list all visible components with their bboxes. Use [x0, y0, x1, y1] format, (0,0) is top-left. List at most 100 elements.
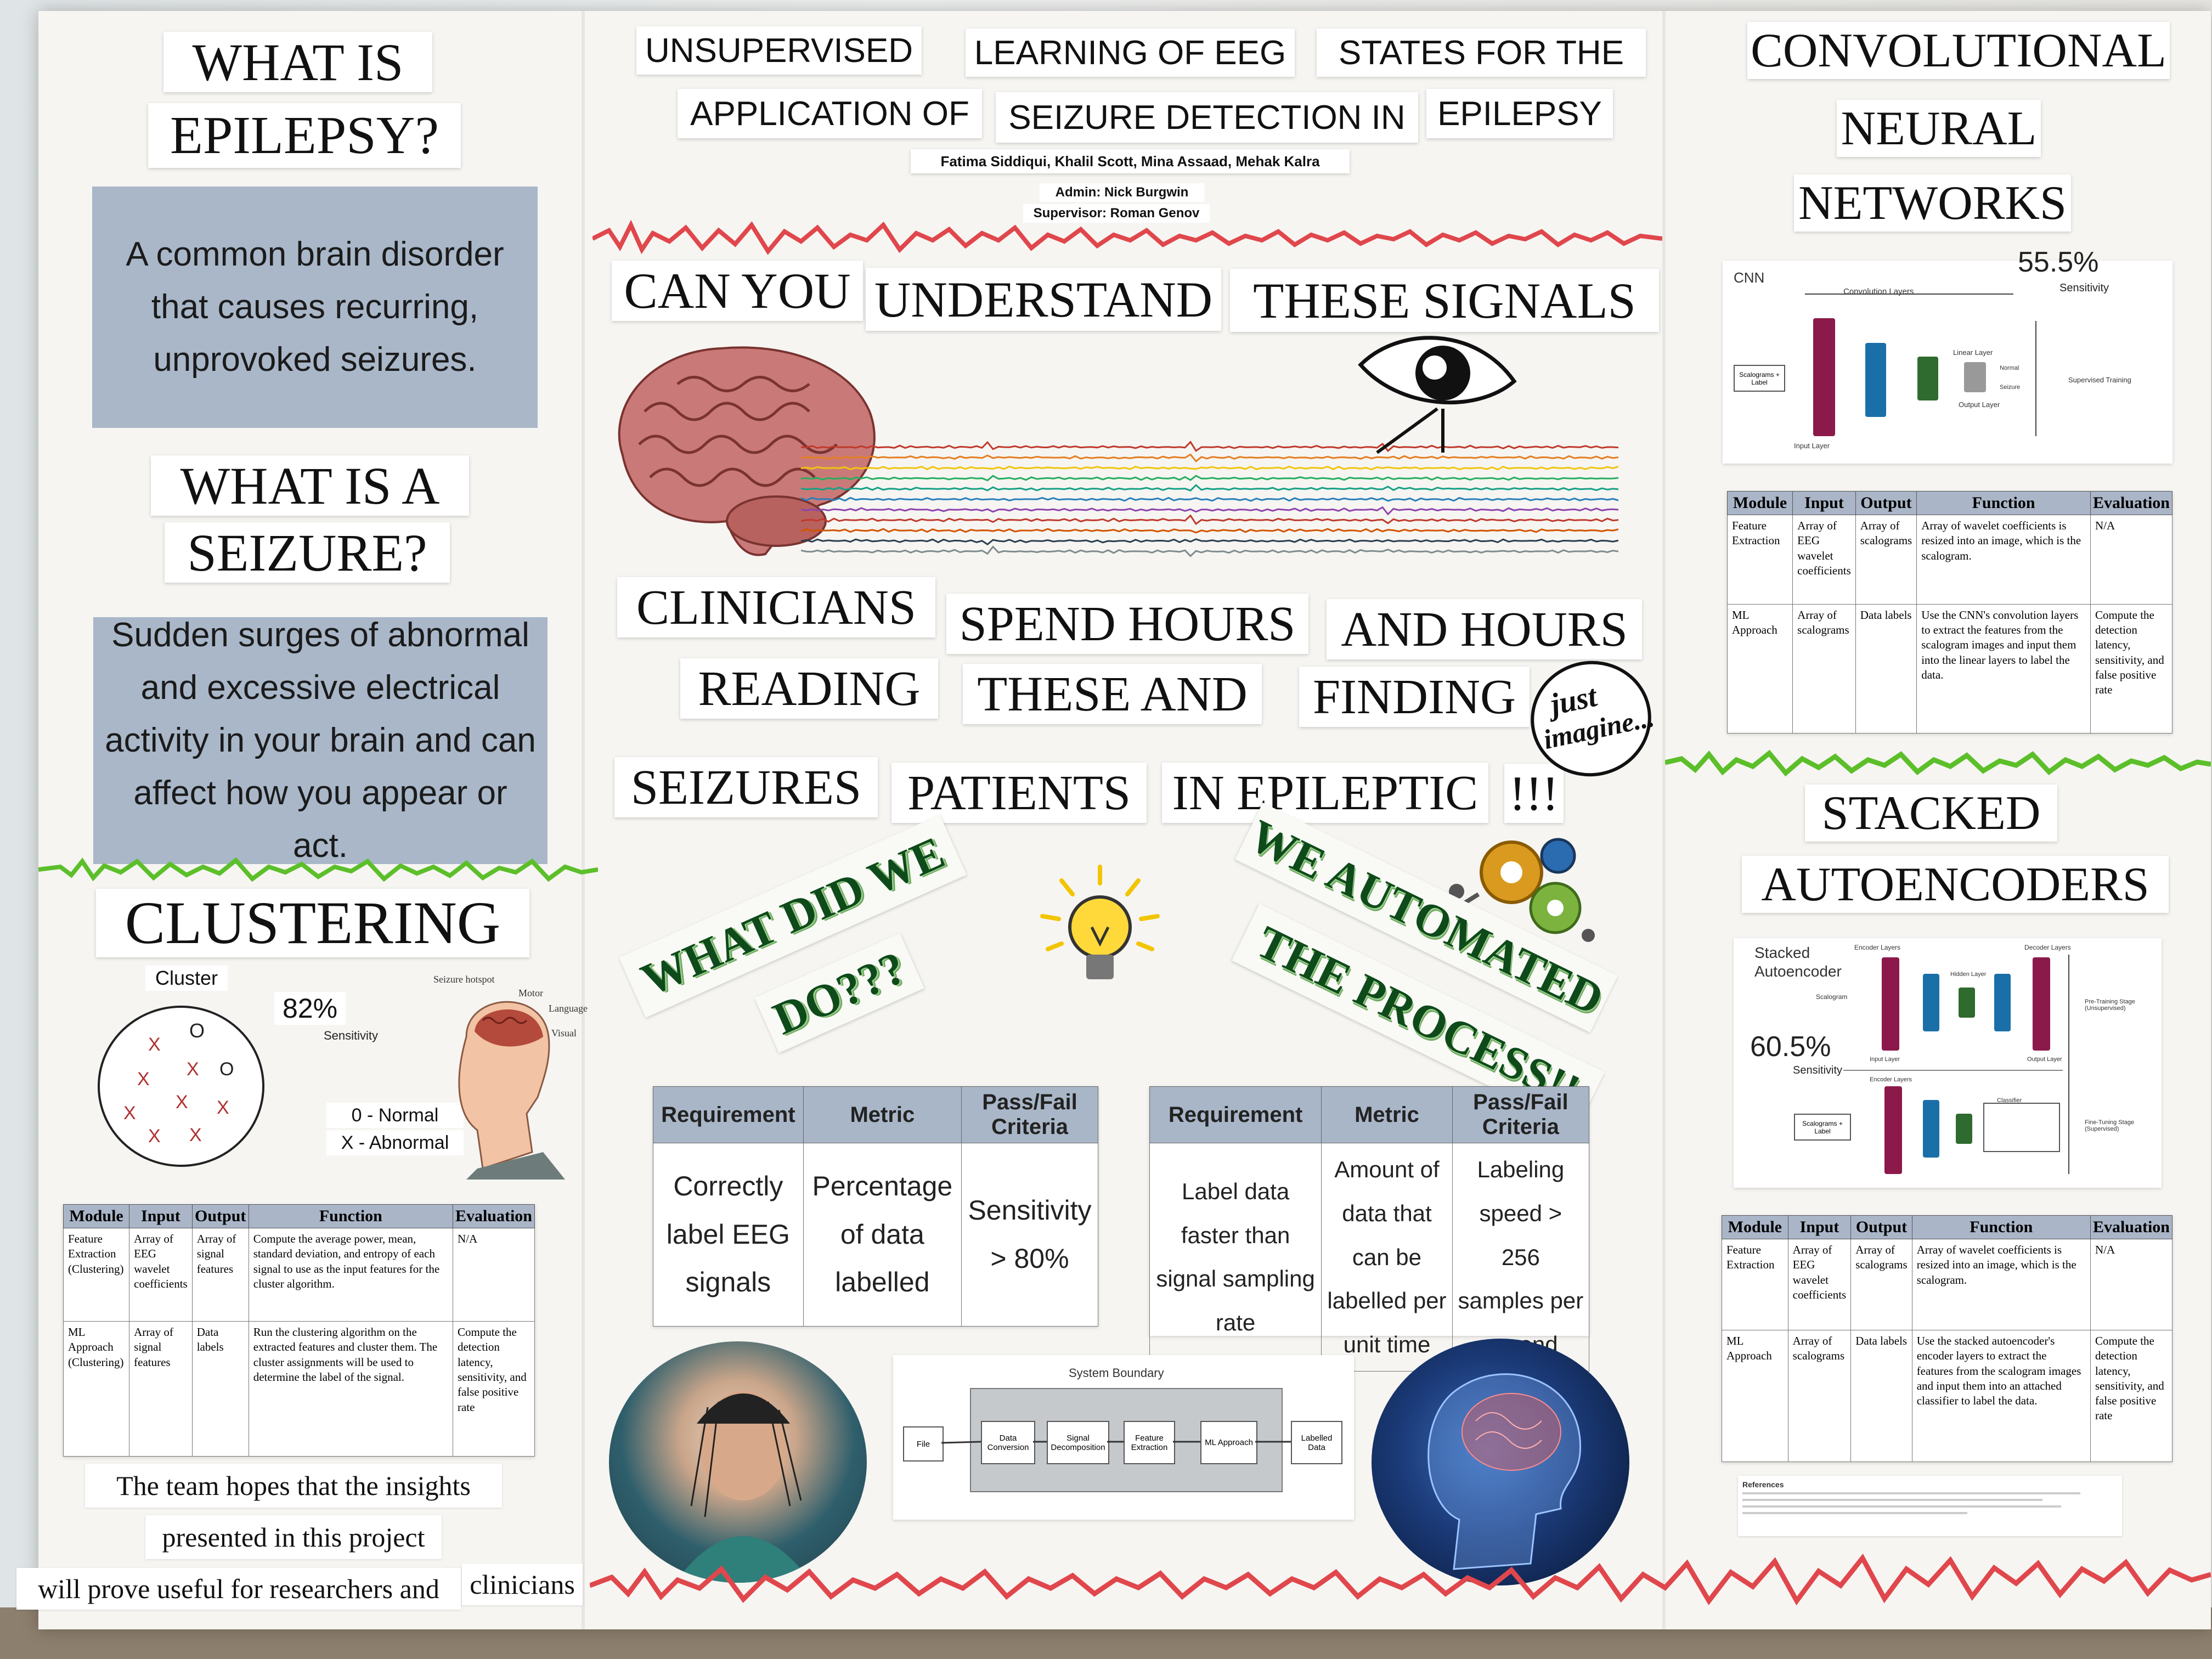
title-word: UNSUPERVISED — [636, 26, 922, 75]
eeg-trace-line — [801, 539, 1618, 545]
table-header: Input — [1788, 1216, 1851, 1239]
eeg-trace-line — [801, 498, 1618, 501]
table-cell: Array of scalograms — [1855, 515, 1916, 605]
cnn-input-layer-bar — [1813, 318, 1835, 436]
epilepsy-definition: A common brain disorder that causes recu… — [92, 187, 538, 428]
heading-what-is-a-seizure-2: SEIZURE? — [165, 522, 450, 583]
sae-module-table: Module Input Output Function Evaluation … — [1722, 1215, 2172, 1462]
sae-hidden-label: Hidden Layer — [1950, 971, 1986, 978]
table-cell: Amount of data that can be labelled per … — [1322, 1143, 1453, 1372]
table-cell: Array of scalograms — [1793, 604, 1856, 733]
brain-label-language: Language — [549, 1003, 588, 1014]
eeg-trace-line — [801, 529, 1618, 533]
cnn-linear-bar — [1964, 362, 1986, 392]
head-brain-illustration — [433, 971, 576, 1180]
table-cell: Array of EEG wavelet coefficients — [1793, 515, 1856, 605]
table-cell: Compute the detection latency, sensitivi… — [2090, 604, 2172, 733]
table-header: Evaluation — [453, 1205, 534, 1228]
reference-line — [1742, 1499, 2042, 1501]
cnn-label: CNN — [1734, 269, 1764, 286]
table-cell: Correctly label EEG signals — [653, 1143, 804, 1327]
table-row: Label data faster than signal sampling r… — [1150, 1143, 1589, 1372]
eeg-trace-line — [801, 476, 1618, 480]
authors: Fatima Siddiqui, Khalil Scott, Mina Assa… — [911, 149, 1350, 173]
cnn-conv-bar — [1917, 357, 1938, 400]
table-row: Correctly label EEG signals Percentage o… — [653, 1143, 1098, 1327]
references-box: References — [1738, 1476, 2122, 1536]
lightbulb-icon — [1031, 861, 1169, 1004]
table-header: Function — [249, 1205, 453, 1228]
clinicians-word: PATIENTS — [891, 763, 1147, 823]
table-header: Requirement — [1150, 1087, 1322, 1143]
brain-label-motor: Motor — [518, 988, 543, 999]
sae-encoder-label-2: Encoder Layers — [1870, 1076, 1912, 1083]
table-row: Feature Extraction (Clustering) Array of… — [64, 1228, 535, 1322]
sae-divider — [2068, 955, 2069, 1174]
table-header: Module — [64, 1205, 129, 1228]
cnn-seizure-label: Seizure — [2000, 384, 2020, 391]
table-cell: N/A — [453, 1228, 534, 1322]
cnn-linear-label: Linear Layer — [1953, 348, 1993, 357]
closing-line-1: The team hopes that the insights — [85, 1464, 502, 1508]
table-cell: Use the CNN's convolution layers to extr… — [1917, 604, 2091, 733]
sae-bar — [1923, 974, 1939, 1031]
eeg-trace-line — [801, 466, 1618, 470]
table-cell: Feature Extraction (Clustering) — [64, 1228, 129, 1322]
red-eeg-wave-top — [592, 208, 1662, 269]
board-fold-left — [582, 11, 585, 1629]
sae-separator — [1843, 1070, 2063, 1071]
table-header: Output — [1851, 1216, 1912, 1239]
sae-scalogram-label: Scalogram — [1816, 993, 1847, 1001]
cluster-diagram — [93, 1001, 269, 1171]
clinicians-word: SEIZURES — [614, 757, 878, 817]
cnn-sensitivity-label: Sensitivity — [2059, 282, 2109, 295]
cnn-divider — [2035, 321, 2036, 436]
table-cell: Feature Extraction — [1728, 515, 1793, 605]
table-cell: Compute the average power, mean, standar… — [249, 1228, 453, 1322]
table-cell: Array of wavelet coefficients is resized… — [1912, 1239, 2090, 1330]
sae-classifier-box — [1983, 1103, 2060, 1152]
sae-input-box: Scalograms + Label — [1794, 1114, 1851, 1141]
cluster-point-normal: O — [219, 1059, 234, 1080]
cluster-point-abnormal: X — [148, 1034, 161, 1056]
table-cell: Compute the detection latency, sensitivi… — [2090, 1330, 2172, 1462]
brain-label-seizure-hotspot: Seizure hotspot — [433, 974, 494, 985]
heading-autoencoders: AUTOENCODERS — [1742, 856, 2169, 913]
table-cell: Feature Extraction — [1722, 1239, 1788, 1330]
clinicians-word: THESE AND — [963, 664, 1262, 724]
clinicians-word: AND HOURS — [1327, 599, 1642, 659]
sae-classifier-label: Classifier — [1997, 1097, 2022, 1104]
table-header: Function — [1917, 492, 2091, 515]
cnn-input-layer-label: Input Layer — [1794, 442, 1830, 450]
requirement-table-1: Requirement Metric Pass/Fail Criteria Co… — [653, 1086, 1098, 1327]
green-eeg-wave-left — [38, 845, 598, 894]
table-header: Output — [192, 1205, 249, 1228]
admin: Admin: Nick Burgwin — [1040, 183, 1204, 202]
cluster-point-abnormal: X — [123, 1103, 136, 1124]
title-word: SEIZURE DETECTION IN — [996, 92, 1418, 143]
heading-what-is-epilepsy-1: WHAT IS — [163, 32, 432, 92]
reference-line — [1742, 1512, 1967, 1514]
table-header: Output — [1855, 492, 1916, 515]
table-header: Function — [1912, 1216, 2090, 1239]
cluster-point-abnormal: X — [148, 1126, 161, 1147]
table-cell: Compute the detection latency, sensitivi… — [453, 1322, 534, 1457]
cnn-conv-layers-label: Convolution Layers — [1843, 287, 1914, 296]
table-header: Requirement — [653, 1087, 804, 1143]
clinicians-word: FINDING — [1299, 667, 1530, 727]
cnn-module-table: Module Input Output Function Evaluation … — [1727, 491, 2172, 733]
table-cell: Use the stacked autoencoder's encoder la… — [1912, 1330, 2090, 1462]
seizure-definition: Sudden surges of abnormal and excessive … — [93, 617, 548, 864]
references-title: References — [1742, 1480, 2118, 1489]
clustering-sensitivity-value: 82% — [274, 992, 346, 1025]
cnn-output-label: Output Layer — [1959, 400, 2000, 409]
sae-sensitivity-value: 60.5% — [1750, 1030, 1831, 1063]
table-header: Metric — [803, 1087, 961, 1143]
closing-line-3b: clinicians — [462, 1564, 583, 1605]
clinicians-word: READING — [680, 658, 938, 719]
question-word: THESE SIGNALS — [1230, 269, 1659, 332]
sae-bar — [1956, 1114, 1972, 1144]
sae-supervised-label: Fine-Tuning Stage (Supervised) — [2085, 1119, 2151, 1132]
sae-unsupervised-label: Pre-Training Stage (Unsupervised) — [2085, 998, 2151, 1012]
cluster-point-abnormal: X — [187, 1059, 199, 1080]
